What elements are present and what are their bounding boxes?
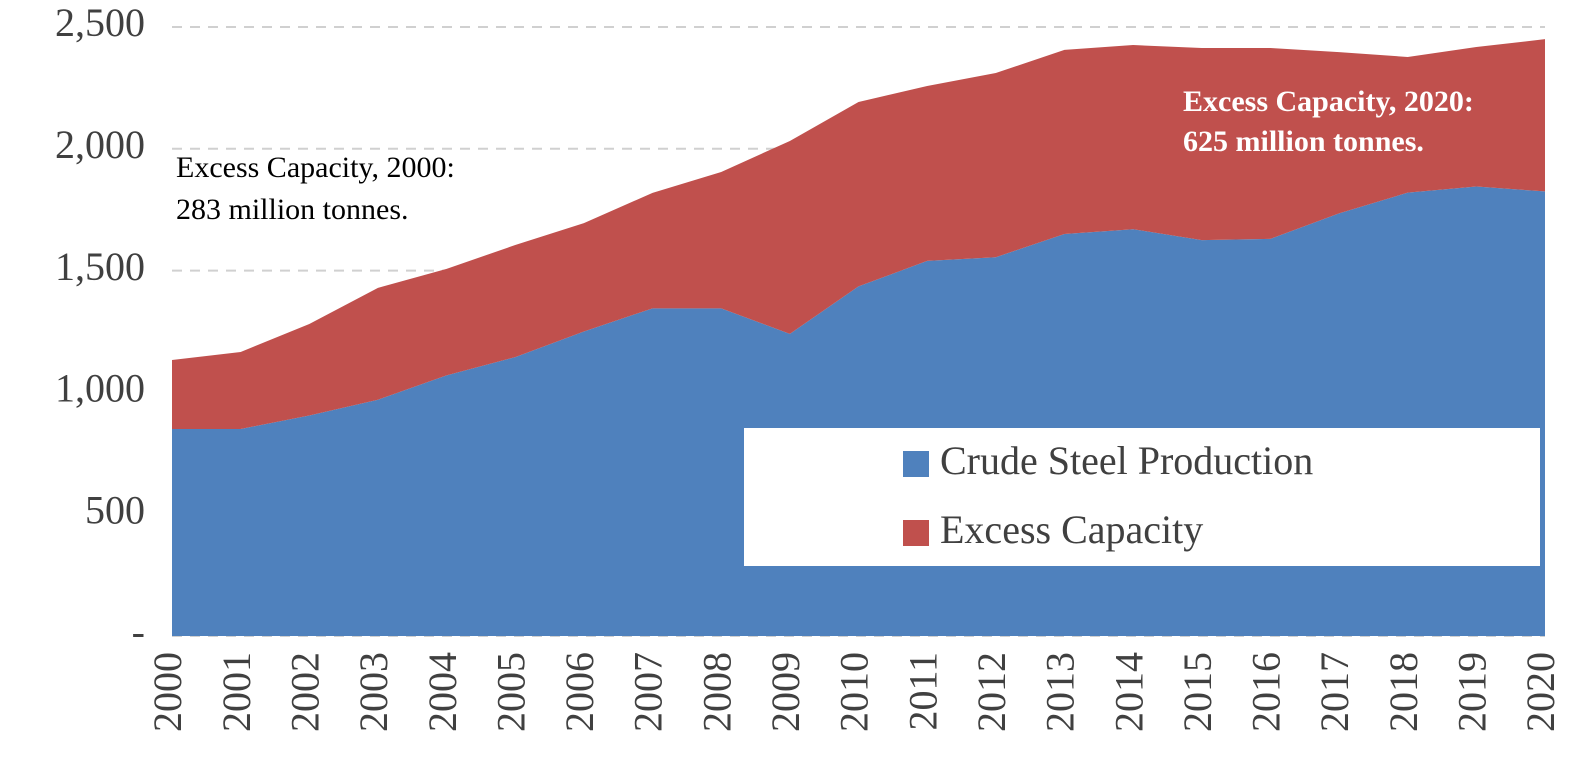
y-tick-label: 1,000 [55,366,145,411]
x-tick-label: 2005 [488,652,533,732]
x-tick-label: 2008 [694,652,739,732]
x-tick-label: 2006 [557,652,602,732]
x-tick-label: 2013 [1038,652,1083,732]
x-tick-label: 2001 [214,652,259,732]
annotation: 283 million tonnes. [176,193,409,226]
x-tick-label: 2015 [1175,652,1220,732]
legend-swatch [903,451,929,477]
y-tick-label: 2,000 [55,122,145,167]
legend-box [744,428,1540,566]
x-tick-label: 2007 [626,652,671,732]
x-tick-label: 2003 [351,652,396,732]
annotation: Excess Capacity, 2000: [176,151,455,184]
x-tick-label: 2004 [420,652,465,732]
legend: Crude Steel Production Excess Capacity [744,428,1540,566]
area [172,39,1545,429]
x-tick-label: 2020 [1518,652,1563,732]
annotation: Excess Capacity, 2020: [1183,85,1474,118]
x-tick-label: 2018 [1381,652,1426,732]
y-tick-label: 1,500 [55,244,145,289]
x-tick-label: 2016 [1244,652,1289,732]
x-tick-label: 2014 [1106,652,1151,732]
x-tick-label: 2010 [832,652,877,732]
x-tick-label: 2019 [1450,652,1495,732]
x-tick-label: 2002 [282,652,327,732]
x-tick-label: 2011 [900,652,945,731]
y-tick-label: 500 [85,487,145,532]
x-tick-label: 2000 [145,652,190,732]
x-tick-label: 2012 [969,652,1014,732]
legend-label: Excess Capacity [940,507,1203,552]
annotation: 625 million tonnes. [1183,125,1424,158]
x-tick-label: 2009 [763,652,808,732]
y-tick-label: 2,500 [55,0,145,45]
legend-swatch [903,520,929,546]
y-tick-label: - [132,609,145,654]
x-tick-label: 2017 [1312,652,1357,732]
legend-label: Crude Steel Production [940,438,1313,483]
